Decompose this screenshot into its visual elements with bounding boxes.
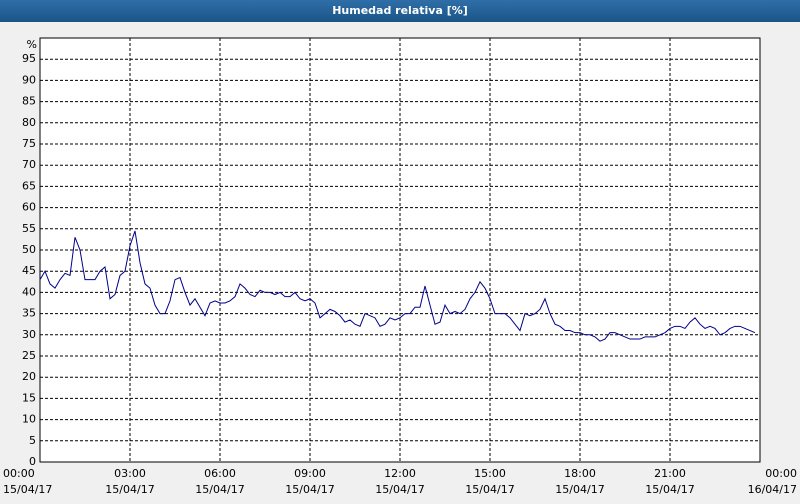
title-bar — [0, 0, 800, 22]
y-tick-label: 55 — [22, 222, 36, 235]
x-tick-date: 16/04/17 — [748, 483, 797, 496]
x-tick-label: 21:00 — [654, 467, 686, 480]
y-tick-label: 75 — [22, 137, 36, 150]
x-tick-label: 00:00 — [3, 467, 35, 480]
x-tick-date: 15/04/17 — [3, 483, 52, 496]
y-tick-label: 0 — [29, 455, 36, 468]
y-tick-label: 50 — [22, 243, 36, 256]
y-tick-label: 70 — [22, 158, 36, 171]
y-tick-label: 90 — [22, 73, 36, 86]
y-tick-label: 95 — [22, 52, 36, 65]
y-tick-label: 40 — [22, 285, 36, 298]
x-tick-label: 03:00 — [114, 467, 146, 480]
plot-border — [39, 37, 761, 463]
x-tick-date: 15/04/17 — [465, 483, 514, 496]
y-tick-label: 45 — [22, 264, 36, 277]
y-axis-label: % — [27, 38, 37, 51]
x-tick-label: 06:00 — [204, 467, 236, 480]
y-tick-label: 5 — [29, 434, 36, 447]
y-tick-label: 60 — [22, 201, 36, 214]
y-tick-label: 20 — [22, 370, 36, 383]
y-tick-label: 10 — [22, 413, 36, 426]
x-tick-label: 09:00 — [294, 467, 326, 480]
y-tick-label: 85 — [22, 95, 36, 108]
y-tick-label: 65 — [22, 179, 36, 192]
x-tick-label: 18:00 — [564, 467, 596, 480]
data-line — [39, 230, 756, 342]
x-tick-label: 12:00 — [384, 467, 416, 480]
y-tick-label: 35 — [22, 307, 36, 320]
x-tick-label: 15:00 — [474, 467, 506, 480]
y-tick-label: 30 — [22, 328, 36, 341]
x-tick-date: 15/04/17 — [375, 483, 424, 496]
x-tick-date: 15/04/17 — [645, 483, 694, 496]
x-tick-label: 00:00 — [765, 467, 797, 480]
y-tick-label: 15 — [22, 391, 36, 404]
y-tick-label: 80 — [22, 116, 36, 129]
x-tick-date: 15/04/17 — [195, 483, 244, 496]
x-tick-date: 15/04/17 — [285, 483, 334, 496]
x-tick-date: 15/04/17 — [105, 483, 154, 496]
y-tick-label: 25 — [22, 349, 36, 362]
chart-title: Humedad relativa [%] — [332, 4, 468, 17]
x-tick-date: 15/04/17 — [555, 483, 604, 496]
